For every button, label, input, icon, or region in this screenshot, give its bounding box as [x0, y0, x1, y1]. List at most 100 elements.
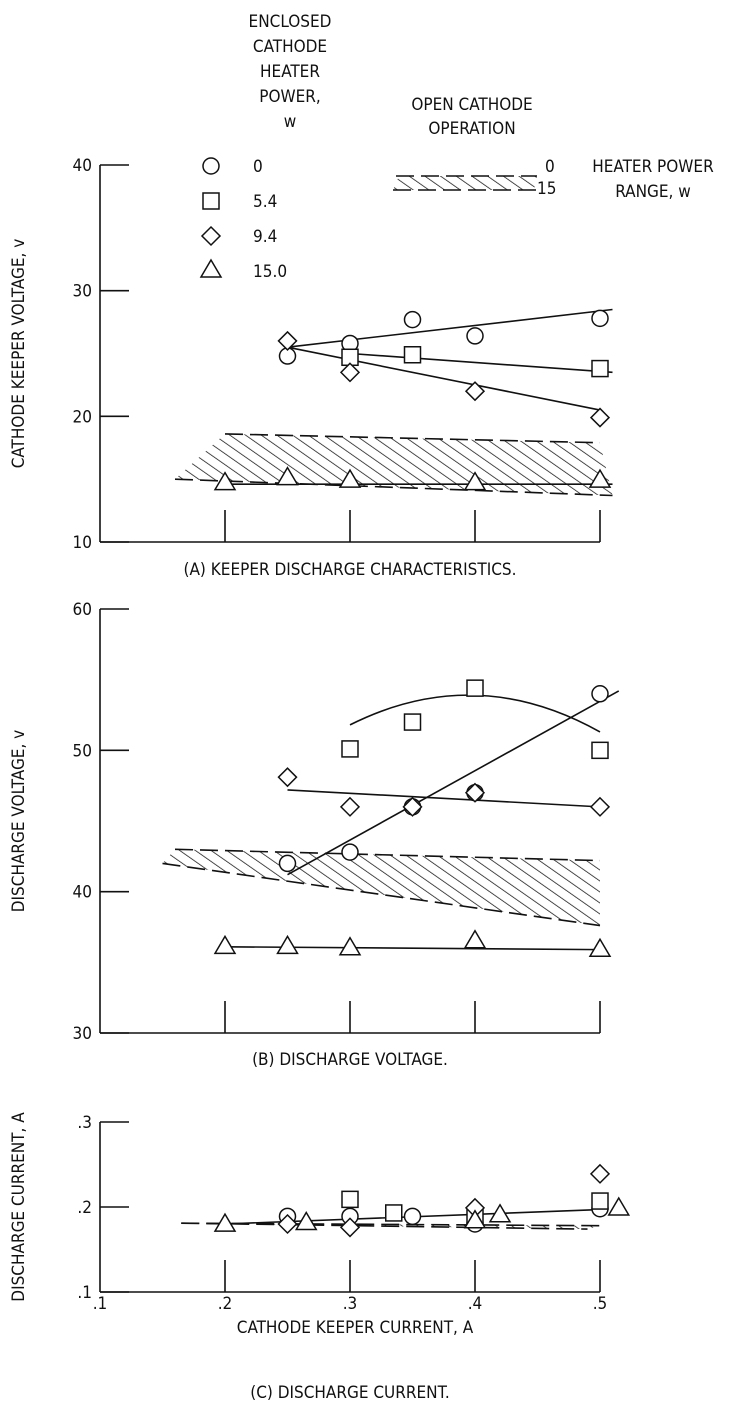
triangle-marker — [213, 471, 237, 491]
legend-label-0: 0 — [253, 157, 263, 177]
x-tick-label: .2 — [218, 1294, 233, 1314]
legend-enclosed-line-3: HEATER — [260, 62, 320, 82]
triangle-marker — [488, 1203, 512, 1223]
legend-square-icon — [202, 192, 220, 210]
square-marker — [466, 679, 484, 697]
x-tick-label: .5 — [593, 1294, 608, 1314]
band-upper-edge — [181, 1222, 601, 1227]
band-lower-edge — [181, 1222, 588, 1230]
legend-open-line-2: OPERATION — [428, 119, 515, 139]
y-tick-label: 10 — [73, 533, 92, 553]
x-tick-label: .1 — [93, 1294, 108, 1314]
diamond-marker — [277, 767, 298, 788]
square-marker — [591, 741, 609, 760]
triangle-marker — [588, 937, 612, 957]
legend-enclosed-line-2: CATHODE — [253, 37, 327, 57]
band-lower-edge — [174, 478, 613, 497]
triangle-marker — [463, 471, 487, 491]
square-marker — [403, 346, 422, 364]
band-upper-edge — [224, 433, 601, 444]
legend-diamond-icon — [200, 225, 222, 247]
diamond-marker — [339, 362, 361, 383]
triangle-marker — [213, 934, 237, 955]
triangle-marker — [607, 1196, 631, 1216]
circle-marker — [403, 310, 422, 329]
diamond-marker — [589, 1163, 611, 1184]
fit-curve — [349, 694, 601, 733]
diamond-marker — [339, 796, 361, 817]
legend-enclosed-line-5: w — [284, 112, 297, 132]
diamond-marker — [277, 330, 298, 351]
circle-marker — [591, 309, 609, 328]
x-axis-label: CATHODE KEEPER CURRENT, A — [237, 1318, 474, 1338]
legend-label-3: 15.0 — [253, 262, 287, 282]
panel-caption: (B) DISCHARGE VOLTAGE. — [252, 1050, 448, 1070]
legend-band-bottom-label: 15 — [537, 179, 556, 199]
square-marker — [591, 359, 609, 378]
triangle-marker — [294, 1210, 318, 1231]
diamond-marker — [402, 796, 423, 817]
y-tick-label: .2 — [77, 1198, 92, 1218]
panel-caption: (C) DISCHARGE CURRENT. — [250, 1383, 450, 1403]
circle-marker — [341, 843, 359, 861]
y-tick-label: 60 — [73, 600, 92, 620]
legend-circle-icon — [202, 157, 220, 175]
legend-entries: 0 5.4 9.4 15.0 — [199, 157, 287, 282]
panel-caption: (A) KEEPER DISCHARGE CHARACTERISTICS. — [184, 560, 517, 580]
triangle-marker — [338, 468, 362, 488]
open-cathode-band — [175, 433, 613, 496]
y-tick-label: 50 — [73, 741, 92, 761]
triangle-marker — [463, 1209, 487, 1229]
panel-c-discharge-current: .1 .2 .3 DISCHARGE CURRENT, A (C) DISCHARGE … — [9, 1112, 631, 1403]
circle-marker — [466, 327, 484, 345]
legend-open-cathode: OPEN CATHODE OPERATION 0 15 HEATER POWER… — [393, 95, 714, 202]
fit-line — [287, 690, 620, 876]
y-axis-label: CATHODE KEEPER VOLTAGE, v — [9, 239, 29, 469]
y-tick-label: .1 — [77, 1283, 92, 1303]
triangle-marker — [213, 1212, 237, 1232]
fit-line — [287, 789, 601, 808]
y-tick-label: .3 — [77, 1113, 92, 1133]
band-upper-edge — [174, 848, 601, 862]
panel-b-discharge-voltage: 30 40 50 60 DISCHARGE VOLTAGE, v (B) DISCHARG… — [9, 600, 620, 1070]
diamond-marker — [589, 407, 611, 428]
diamond-marker — [277, 1213, 298, 1235]
legend-label-2: 9.4 — [253, 227, 277, 247]
triangle-marker — [276, 934, 299, 955]
square-marker — [591, 1192, 609, 1210]
square-marker — [403, 713, 422, 731]
x-tick-label: .3 — [343, 1294, 358, 1314]
square-marker — [385, 1204, 403, 1222]
y-tick-label: 30 — [73, 282, 92, 302]
y-axis-label: DISCHARGE CURRENT, A — [9, 1112, 29, 1302]
y-tick-label: 40 — [73, 156, 92, 176]
triangle-marker — [588, 468, 612, 488]
legend-hatch-swatch — [393, 176, 537, 190]
circle-marker — [278, 854, 297, 873]
triangle-marker — [338, 936, 362, 956]
circle-marker — [591, 685, 609, 703]
x-tick-label: .4 — [468, 1294, 483, 1314]
legend-band-side-line-2: RANGE, w — [615, 182, 691, 202]
legend-enclosed-line-4: POWER, — [259, 87, 321, 107]
triangle-marker — [463, 929, 487, 949]
diamond-marker — [339, 1217, 361, 1238]
square-marker — [341, 1190, 359, 1209]
open-cathode-band — [162, 849, 600, 926]
y-axis-label: DISCHARGE VOLTAGE, v — [9, 730, 29, 912]
diamond-marker — [464, 381, 486, 402]
legend-label-1: 5.4 — [253, 192, 277, 212]
legend-enclosed-header: ENCLOSED CATHODE HEATER POWER, w — [249, 12, 332, 132]
y-tick-label: 20 — [73, 407, 92, 427]
y-tick-label: 40 — [73, 883, 92, 903]
diamond-marker — [589, 796, 611, 817]
fit-line — [349, 352, 613, 374]
diamond-marker — [464, 782, 486, 803]
legend-band-side-line-1: HEATER POWER — [592, 157, 714, 177]
legend-open-line-1: OPEN CATHODE — [411, 95, 532, 115]
triangle-marker — [276, 466, 299, 486]
y-tick-label: 30 — [73, 1024, 92, 1044]
panel-a-keeper-characteristics: 10 20 30 40 CATHODE KEEPER VOLTAGE, v (A) KEE… — [9, 156, 613, 580]
circle-marker — [403, 1207, 422, 1226]
square-marker — [341, 740, 359, 758]
